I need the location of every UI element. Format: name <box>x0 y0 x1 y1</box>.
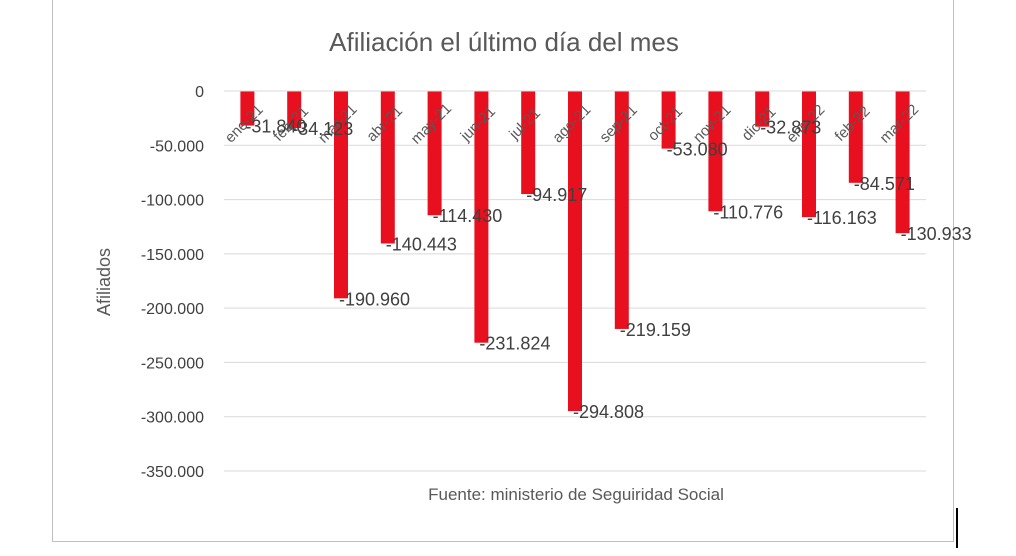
bar-sep-21 <box>614 91 629 329</box>
bar-feb-22 <box>848 91 863 183</box>
source-note: Fuente: ministerio de Seguiridad Social <box>428 485 724 504</box>
y-axis-title: Afiliados <box>94 248 114 316</box>
bar-abr-21 <box>380 91 395 244</box>
data-label: -53.080 <box>667 140 728 160</box>
y-tick-label: -50.000 <box>150 138 204 155</box>
data-label: -34.123 <box>292 119 353 139</box>
y-tick-label: 0 <box>195 84 204 101</box>
chart-frame <box>52 0 954 542</box>
bar-dic-21 <box>755 91 770 127</box>
bar-may-21 <box>427 91 442 216</box>
data-label: -116.163 <box>807 208 877 228</box>
bar-ago-21 <box>568 91 582 412</box>
data-label: -32.873 <box>760 118 821 138</box>
bar-oct-21 <box>661 91 676 149</box>
data-label: -31.840 <box>245 117 306 137</box>
data-labels: -31.840-34.123 -190.960 -140.443 -114.430 -2… <box>245 117 971 423</box>
data-label: -190.960 <box>339 289 410 309</box>
bar-jun-21 <box>474 91 489 343</box>
data-label: -94.917 <box>526 185 587 205</box>
data-label: -231.824 <box>479 334 550 354</box>
bar-ene-22 <box>802 91 816 218</box>
data-label: -219.159 <box>620 320 691 340</box>
data-label: -114.430 <box>433 206 503 226</box>
bar-mar-22 <box>895 91 910 234</box>
text-cursor <box>956 508 958 548</box>
bar-mar-21 <box>334 91 348 299</box>
y-tick-label: -100.000 <box>141 193 204 210</box>
y-tick-label: -150.000 <box>141 247 204 264</box>
y-tick-label: -300.000 <box>141 410 204 427</box>
bar-feb-21 <box>287 91 302 129</box>
bar-nov-21 <box>708 91 723 212</box>
data-label: -110.776 <box>713 202 783 222</box>
y-tick-label: -200.000 <box>141 301 204 318</box>
chart-title: Afiliación el último día del mes <box>329 27 679 57</box>
bar-jul-21 <box>521 91 536 195</box>
data-label: -140.443 <box>386 234 457 254</box>
y-tick-label: -250.000 <box>141 355 204 372</box>
data-label: -130.933 <box>901 224 972 244</box>
bar-ene-21 <box>240 91 255 126</box>
data-label: -84.571 <box>854 174 915 194</box>
y-axis-ticks: 0 -50.000 -100.000 -150.000 -200.000 -250.000… <box>141 84 204 481</box>
y-tick-label: -350.000 <box>141 464 204 481</box>
bars <box>224 90 926 412</box>
data-label: -294.808 <box>573 402 644 422</box>
